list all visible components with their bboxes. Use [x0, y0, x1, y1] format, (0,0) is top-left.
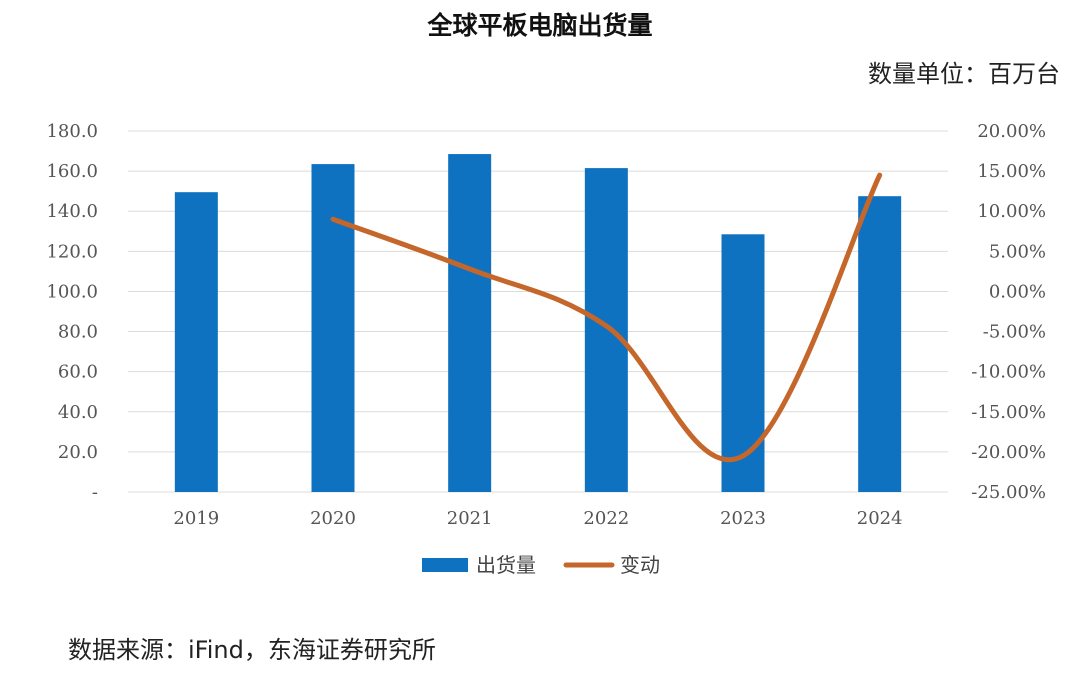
data-source: 数据来源：iFind，东海证券研究所 — [68, 636, 436, 664]
x-tick-label: 2020 — [310, 508, 356, 529]
unit-label: 数量单位：百万台 — [868, 60, 1060, 88]
bar-2022 — [584, 168, 628, 492]
gridlines — [128, 130, 948, 493]
legend-label-change: 变动 — [620, 553, 660, 577]
y-right-tick-label: 5.00% — [989, 241, 1046, 262]
y-right-tick-label: -25.00% — [971, 482, 1046, 503]
bar-2019 — [174, 192, 218, 493]
y-right-tick-label: 10.00% — [977, 201, 1046, 222]
bar-2021 — [448, 154, 492, 492]
y-right-tick-label: -15.00% — [971, 402, 1046, 423]
y-right-tick-label: -5.00% — [983, 322, 1046, 343]
legend-label-shipments: 出货量 — [476, 553, 536, 577]
y-left-tick-label: 100.0 — [46, 281, 98, 302]
y-right-tick-label: 15.00% — [977, 161, 1046, 182]
y-left-tick-label: 120.0 — [46, 241, 98, 262]
bar-2024 — [858, 196, 902, 493]
y-left-tick-label: 140.0 — [46, 201, 98, 222]
x-tick-label: 2022 — [583, 508, 629, 529]
y-right-tick-label: -20.00% — [971, 442, 1046, 463]
y-left-tick-label: 160.0 — [46, 161, 98, 182]
y-left-tick-label: 20.0 — [58, 442, 98, 463]
change-series-line — [330, 172, 883, 462]
y-right-tick-label: -10.00% — [971, 362, 1046, 383]
x-tick-label: 2024 — [857, 508, 903, 529]
y-left-tick-label: 180.0 — [46, 121, 98, 142]
bar-2023 — [721, 234, 765, 492]
y-left-tick-label: - — [92, 482, 98, 503]
chart-title: 全球平板电脑出货量 — [427, 11, 653, 40]
x-tick-label: 2021 — [447, 508, 493, 529]
bars — [174, 154, 902, 493]
legend-bar-swatch — [422, 558, 468, 572]
change-line — [330, 172, 883, 462]
bar-2020 — [311, 164, 355, 492]
y-right-tick-label: 20.00% — [977, 121, 1046, 142]
y-left-tick-label: 80.0 — [58, 322, 98, 343]
x-tick-label: 2019 — [173, 508, 219, 529]
legend: 出货量 变动 — [422, 553, 660, 577]
x-tick-label: 2023 — [720, 508, 766, 529]
y-right-tick-label: 0.00% — [989, 281, 1046, 302]
axes: - -25.00% 20.0 -20.00% 40.0 -15.00% 60.0 -10.00… — [46, 121, 1046, 529]
y-left-tick-label: 40.0 — [58, 402, 98, 423]
y-left-tick-label: 60.0 — [58, 362, 98, 383]
